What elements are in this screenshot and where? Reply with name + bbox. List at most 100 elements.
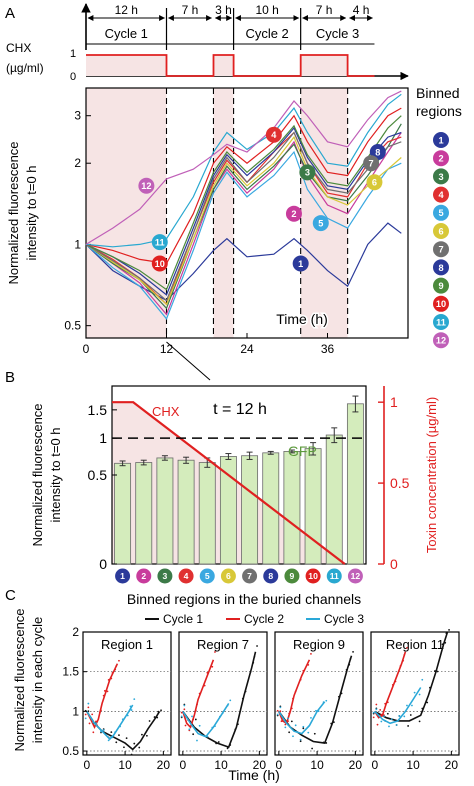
b-category-4-label: 4 [184,571,189,581]
a-inline-label-5-dot [312,215,329,232]
c-subplot-frame-4 [370,631,460,756]
c-xtick-label-1-1: 0 [83,758,90,772]
c-dot-b-4-1-5 [418,720,421,723]
c-dot-1-1-6 [125,737,128,740]
legend-item-3: 3 [433,168,449,185]
a-ylabel-line2: intensity to t=0 h [24,165,39,260]
legend-item-6-dot [433,223,449,239]
c-legend-label-2: Cycle 2 [244,612,284,626]
b-xlabel: Binned regions in the buried channels [127,591,361,607]
b-y2tick-label-1: 0 [390,556,398,572]
b-category-12: 12 [347,568,363,584]
c-series-1-3 [86,704,134,741]
a-inline-label-12-label: 12 [141,181,151,191]
b-category-2-label: 2 [141,571,146,581]
b-category-8-label: 8 [268,571,273,581]
c-dot-1-2-1 [87,706,90,709]
c-dot-3-3-2 [287,717,289,720]
c-dot-b-4-3-1 [372,711,375,714]
b-annotation-time: t = 12 h [213,401,267,418]
legend-item-8: 8 [433,259,449,276]
a-inline-label-5: 5 [312,215,329,232]
c-series-4-1 [374,631,449,722]
c-series-3-2 [278,659,311,725]
chx-pulse-fill-2 [213,55,234,76]
b-annotation-chx: CHX [152,404,180,419]
b-category-7-dot [242,568,258,584]
legend-item-12: 12 [433,332,449,349]
c-dot-1-1-9 [148,720,151,722]
legend-item-1: 1 [433,132,449,148]
c-dot-4-3-6 [413,691,416,694]
legend-item-2-label: 2 [438,154,443,164]
a-ytick-label-3: 2 [74,156,81,170]
cycle-1-label: Cycle 1 [105,26,148,41]
a-xtick-label-1: 0 [83,342,90,356]
timeline-interval-label-2: 7 h [182,3,199,17]
a-inline-label-12: 12 [138,177,155,194]
b-connector-line [166,341,211,381]
legend-item-9: 9 [433,277,449,294]
c-subplot-title-4: Region 11 [386,637,444,652]
legend-item-9-label: 9 [438,281,443,291]
a-inline-label-7-label: 7 [369,159,374,169]
a-series-8-line [85,126,402,296]
b-bar-5 [198,462,216,565]
c-dot-4-1-2 [386,712,389,715]
legend-item-8-dot [433,259,449,276]
b-category-11-label: 11 [330,571,339,581]
c-dot-1-2-9 [118,659,120,662]
a-inline-label-4-label: 4 [271,130,277,140]
c-dot-b-1-3-4 [107,739,110,742]
c-dot-b-4-2-2 [376,723,379,726]
chx-level-1: 1 [70,48,76,60]
c-dot-b-1-2-2 [88,722,91,725]
c-dot-b-2-3-2 [188,728,191,731]
c-dot-3-3-5 [310,716,312,719]
c-dot-b-4-1-6 [426,701,429,704]
c-dot-2-2-1 [183,708,186,711]
c-series-4-2 [374,651,407,719]
a-inline-label-7: 7 [363,155,380,172]
a-series-3-line [85,123,402,310]
c-dot-4-3-2 [383,715,385,718]
c-xlabel: Time (h) [228,767,280,783]
c-series-3-1 [278,655,353,744]
c-dot-1-1-11 [160,709,162,712]
a-inline-label-11-label: 11 [155,237,165,247]
legend-item-5-label: 5 [438,208,443,218]
legend-item-6-label: 6 [438,226,443,236]
a-inline-label-1-dot [292,255,309,272]
c-dot-4-1-9 [448,629,450,631]
b-bar-10 [304,448,322,565]
c-dot-3-2-7 [310,653,312,655]
b-bar-7 [241,455,259,565]
c-dot-4-3-4 [398,715,401,717]
legend-item-1-label: 1 [438,135,443,145]
c-dot-2-3-1 [183,704,186,707]
c-dot-b-1-2-3 [92,731,95,734]
c-dot-3-3-4 [302,725,305,728]
c-dot-b-2-2-2 [184,724,187,727]
c-dot-1-3-3 [102,729,105,731]
panel-a-letter: A [5,5,15,22]
c-series-2-2 [182,659,215,729]
a-inline-label-8-label: 8 [375,147,380,157]
b-category-3-dot [157,568,173,584]
b-category-10-dot [305,568,321,584]
legend-item-5-dot [433,204,449,221]
legend-item-10: 10 [433,295,449,312]
legend-item-5: 5 [433,204,449,221]
c-subplot-frame-1 [82,631,172,756]
panel-c: C Normalized fluorescence intensity in eac… [5,587,460,783]
b-ytick-label-4: 1.5 [88,402,108,418]
c-dot-b-1-1-8 [138,746,141,749]
a-inline-label-2: 2 [285,205,302,222]
a-series-2-line [85,132,402,316]
c-dot-b-2-3-1 [180,715,183,718]
a-inline-label-1: 1 [292,255,309,272]
a-ytick-label-2: 1 [74,237,81,251]
a-inline-label-1-label: 1 [298,259,303,269]
a-inline-label-10-dot [151,255,168,272]
